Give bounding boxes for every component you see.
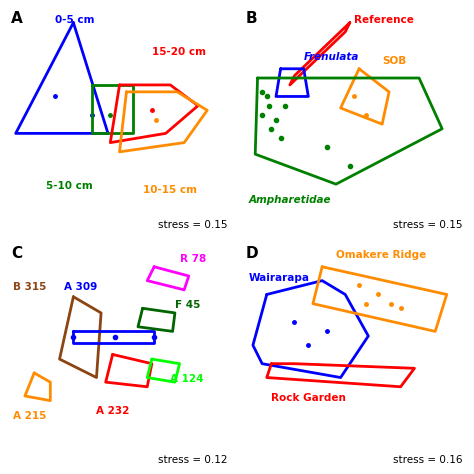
Text: Omakere Ridge: Omakere Ridge — [336, 249, 426, 260]
Text: 0-5 cm: 0-5 cm — [55, 15, 94, 25]
Text: stress = 0.15: stress = 0.15 — [393, 220, 463, 230]
Text: A 309: A 309 — [64, 282, 98, 292]
Text: 5-10 cm: 5-10 cm — [46, 181, 92, 191]
Text: Ampharetidae: Ampharetidae — [248, 195, 331, 205]
Text: stress = 0.16: stress = 0.16 — [393, 455, 463, 465]
Text: stress = 0.15: stress = 0.15 — [158, 220, 228, 230]
Text: R 78: R 78 — [180, 254, 206, 264]
Text: SOB: SOB — [382, 56, 406, 66]
Text: A 124: A 124 — [170, 374, 204, 384]
Text: Rock Garden: Rock Garden — [272, 392, 346, 402]
Text: B 315: B 315 — [13, 282, 47, 292]
Text: 15-20 cm: 15-20 cm — [152, 47, 206, 57]
Text: Reference: Reference — [355, 15, 414, 25]
Text: C: C — [11, 246, 22, 261]
Text: F 45: F 45 — [175, 301, 201, 310]
Text: B: B — [246, 11, 258, 26]
Text: Frenulata: Frenulata — [304, 52, 359, 62]
Text: A 232: A 232 — [97, 406, 130, 417]
Text: 10-15 cm: 10-15 cm — [143, 185, 197, 195]
Text: A 215: A 215 — [13, 411, 47, 421]
Text: stress = 0.12: stress = 0.12 — [158, 455, 228, 465]
Text: A: A — [11, 11, 23, 26]
Text: D: D — [246, 246, 259, 261]
Text: Wairarapa: Wairarapa — [248, 273, 310, 283]
